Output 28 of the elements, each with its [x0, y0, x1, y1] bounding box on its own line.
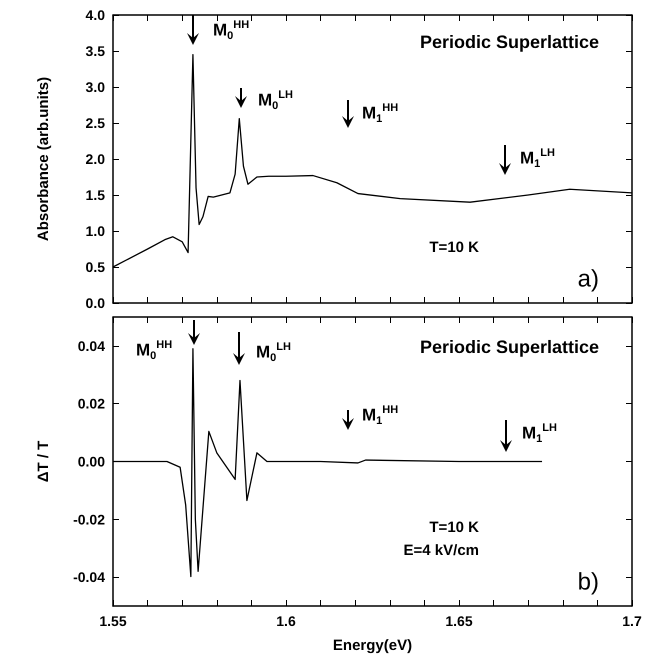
y-tick-label: 3.5: [86, 43, 106, 59]
y-tick-label: 0.04: [78, 338, 106, 354]
x-tick-label: 1.6: [276, 613, 296, 629]
y-tick-label: 4.0: [86, 7, 106, 23]
y-tick-label: 2.0: [86, 151, 106, 167]
y-tick-label: 1.0: [86, 223, 106, 239]
text: Periodic Superlattice: [420, 32, 600, 52]
x-axis-title: Energy(eV): [332, 637, 412, 654]
y-tick-label: 0.5: [86, 259, 106, 275]
x-tick-label: 1.7: [622, 613, 642, 629]
y-tick-label: 0.02: [78, 396, 106, 412]
y-tick-label: 0.00: [78, 454, 106, 470]
y-tick-label: 2.5: [86, 115, 106, 131]
annotation: E=4 kV/cm: [404, 542, 479, 559]
text: Periodic Superlattice: [420, 337, 600, 357]
x-tick-label: 1.55: [99, 613, 127, 629]
y-tick-label: 1.5: [86, 187, 106, 203]
y-axis-title: Absorbance (arb.units): [35, 76, 52, 242]
y-tick-label: 0.0: [86, 295, 106, 311]
annotation: b): [578, 568, 600, 596]
y-tick-label: -0.04: [73, 569, 106, 586]
annotation: a): [578, 266, 600, 292]
x-tick-label: 1.65: [445, 613, 473, 629]
annotation: T=10 K: [429, 239, 480, 256]
y-tick-label: 3.0: [86, 79, 106, 95]
y-axis-title: ΔT / T: [35, 440, 52, 482]
annotation: T=10 K: [429, 519, 480, 536]
y-tick-label: -0.02: [73, 511, 106, 528]
